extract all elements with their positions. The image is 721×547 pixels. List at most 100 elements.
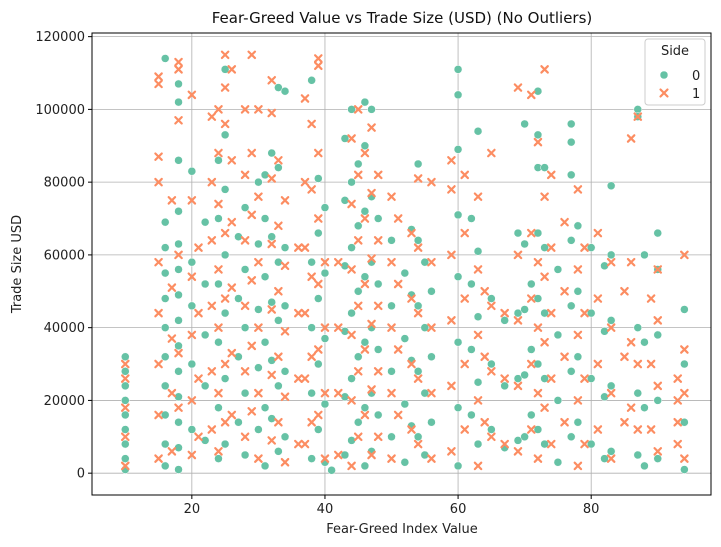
data-point xyxy=(473,126,483,136)
data-point xyxy=(553,330,563,340)
data-point xyxy=(174,417,183,427)
data-point xyxy=(187,330,197,340)
data-point xyxy=(167,447,177,456)
data-point xyxy=(267,174,277,183)
data-point xyxy=(513,250,523,260)
data-point xyxy=(280,86,290,96)
data-point xyxy=(247,210,257,220)
data-point xyxy=(174,403,183,412)
data-point xyxy=(194,308,203,318)
data-point xyxy=(267,232,276,241)
data-point xyxy=(160,323,170,332)
data-point xyxy=(460,294,470,303)
data-point xyxy=(360,410,370,420)
data-point xyxy=(260,214,270,223)
data-point xyxy=(160,352,170,362)
data-point xyxy=(453,90,463,100)
y-tick-label: 0 xyxy=(77,467,85,482)
data-point xyxy=(174,265,183,274)
data-point xyxy=(487,301,496,311)
data-point xyxy=(120,432,130,442)
y-tick-label: 80000 xyxy=(44,176,85,191)
data-point xyxy=(533,294,543,303)
data-point xyxy=(460,425,470,434)
data-point xyxy=(480,352,489,362)
data-point xyxy=(367,188,376,198)
data-point xyxy=(307,76,316,85)
data-point xyxy=(327,466,336,475)
data-point xyxy=(254,323,263,332)
data-point xyxy=(360,337,370,347)
data-point xyxy=(280,243,290,252)
data-point xyxy=(566,170,576,180)
data-point xyxy=(280,367,290,376)
data-point xyxy=(580,374,589,383)
data-point xyxy=(314,54,323,63)
data-point xyxy=(487,148,496,158)
data-point xyxy=(347,243,356,252)
data-point xyxy=(207,367,217,376)
data-point xyxy=(373,279,383,289)
data-point xyxy=(513,381,523,391)
data-point xyxy=(214,156,223,165)
data-point xyxy=(533,425,543,434)
data-point xyxy=(214,454,223,463)
data-point xyxy=(333,257,343,267)
data-point xyxy=(540,192,549,202)
data-point xyxy=(653,381,663,391)
data-point xyxy=(254,425,263,434)
data-point xyxy=(400,334,410,343)
data-point xyxy=(407,294,416,303)
data-point xyxy=(653,447,663,456)
data-point xyxy=(187,196,197,205)
data-point xyxy=(573,352,583,362)
data-point xyxy=(307,388,316,398)
data-point xyxy=(160,381,170,391)
data-point xyxy=(200,381,210,391)
data-point xyxy=(220,83,230,92)
data-point xyxy=(187,257,197,267)
data-point xyxy=(347,134,356,143)
data-point xyxy=(320,203,330,212)
data-point xyxy=(274,156,283,165)
data-point xyxy=(267,75,277,85)
data-point xyxy=(373,214,383,223)
data-point xyxy=(500,439,509,449)
data-point xyxy=(247,148,257,158)
data-point xyxy=(420,323,430,332)
data-point xyxy=(533,130,543,140)
series-0-points xyxy=(121,54,689,475)
data-point xyxy=(540,272,549,282)
data-point xyxy=(467,279,476,289)
data-point xyxy=(254,388,263,398)
data-point xyxy=(314,174,323,183)
x-axis-label: Fear-Greed Index Value xyxy=(326,522,478,537)
data-point xyxy=(200,217,210,227)
data-point xyxy=(373,345,383,354)
data-point xyxy=(447,316,456,325)
data-point xyxy=(347,308,356,318)
y-tick-label: 120000 xyxy=(35,30,85,45)
data-point xyxy=(453,65,463,74)
data-point xyxy=(214,279,223,289)
data-point xyxy=(367,385,376,394)
data-point xyxy=(320,399,330,409)
data-point xyxy=(513,374,523,383)
data-point xyxy=(526,359,536,369)
data-point xyxy=(387,454,396,463)
data-point xyxy=(453,461,463,471)
data-point xyxy=(546,243,556,252)
data-point xyxy=(460,359,470,369)
legend-box xyxy=(644,38,706,106)
data-point xyxy=(387,388,396,398)
data-point xyxy=(360,272,370,281)
data-point xyxy=(160,461,170,471)
data-point xyxy=(373,367,383,376)
data-point xyxy=(307,454,316,463)
data-point xyxy=(307,323,316,332)
data-point xyxy=(413,308,423,318)
data-point xyxy=(214,447,223,456)
data-point xyxy=(280,432,290,442)
data-point xyxy=(560,352,569,362)
